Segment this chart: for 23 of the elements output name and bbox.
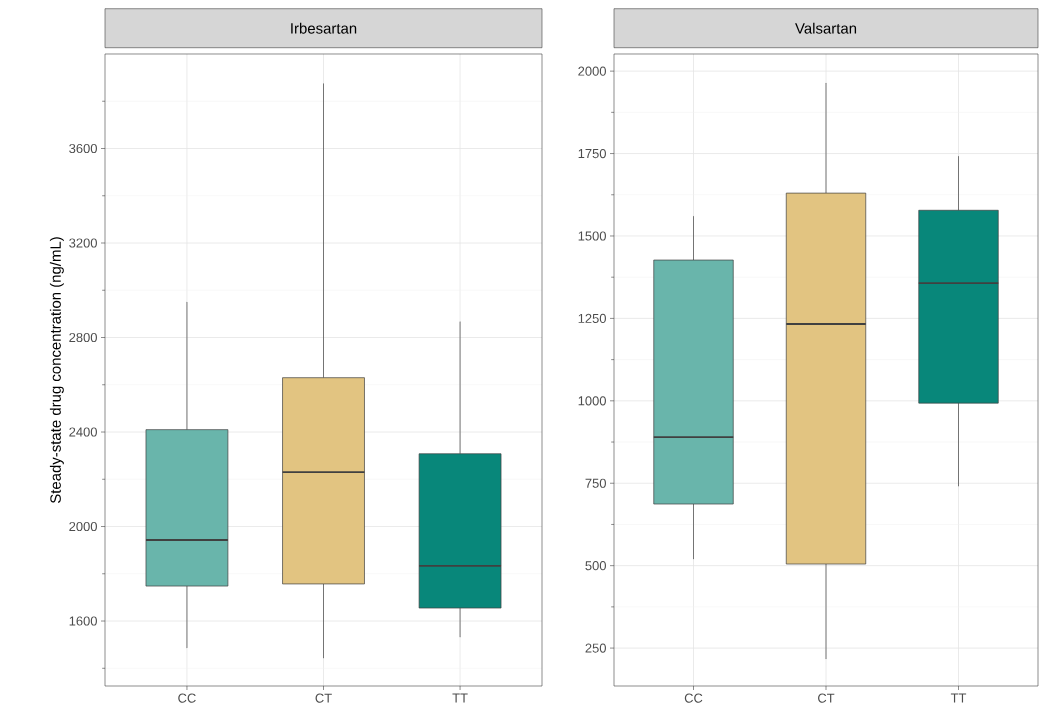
y-tick-label: 3600	[69, 143, 97, 154]
y-tick-label: 3200	[69, 238, 97, 248]
x-tick-label: CC	[684, 693, 703, 703]
y-tick-label: 750	[585, 478, 606, 488]
x-tick-label: TT	[950, 693, 967, 703]
chart-title: Irbesartan	[291, 22, 357, 34]
x-tick-label: TT	[452, 693, 468, 703]
y-axis-title: Steady-state drug concentration (ng/mL)	[49, 237, 64, 504]
x-tick-label: CT	[315, 693, 332, 703]
y-tick-label: 250	[585, 643, 606, 653]
y-tick-label: 1000	[578, 396, 606, 406]
y-tick-label: 2000	[578, 66, 606, 76]
y-tick-label: 2000	[69, 521, 97, 532]
y-tick-label: 1600	[69, 616, 97, 626]
y-tick-label: 2800	[69, 332, 97, 343]
y-tick-label: 1750	[578, 148, 606, 159]
y-tick-label: 1250	[578, 313, 606, 323]
chart-title: Valsartan	[795, 22, 857, 34]
x-tick-label: CC	[178, 693, 196, 703]
y-tick-label: 500	[585, 561, 606, 571]
y-tick-label: 2400	[69, 427, 97, 437]
x-tick-label: CT	[818, 693, 835, 703]
y-tick-label: 1500	[578, 231, 606, 241]
